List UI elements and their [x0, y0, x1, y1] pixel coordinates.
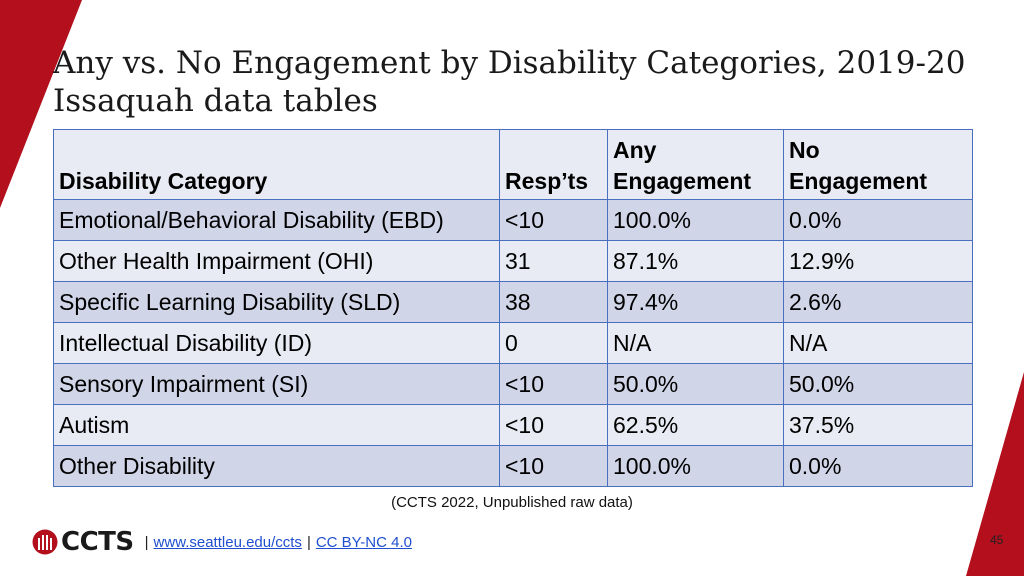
title-line-2: Issaquah data tables	[53, 83, 378, 119]
title-line-1: Any vs. No Engagement by Disability Cate…	[53, 45, 966, 81]
ccts-logo-icon	[32, 529, 58, 555]
table-row: Other Health Impairment (OHI) 31 87.1% 1…	[53, 240, 973, 282]
table-row: Specific Learning Disability (SLD) 38 97…	[53, 281, 973, 323]
header-no-engagement: No Engagement	[783, 129, 973, 200]
table-header-row: Disability Category Resp’ts Any Engageme…	[53, 129, 973, 200]
cell-respondents: <10	[499, 363, 608, 405]
cell-respondents: <10	[499, 445, 608, 487]
header-respondents: Resp’ts	[499, 129, 608, 200]
cell-no-engagement: 0.0%	[783, 445, 973, 487]
footer: CCTS | www.seattleu.edu/ccts | CC BY-NC …	[32, 527, 412, 557]
cell-respondents: 0	[499, 322, 608, 364]
cell-any-engagement: 100.0%	[607, 445, 784, 487]
header-no-line2: Engagement	[789, 168, 928, 194]
cell-any-engagement: 50.0%	[607, 363, 784, 405]
footer-separator: |	[144, 533, 149, 551]
cell-any-engagement: 62.5%	[607, 404, 784, 446]
table-row: Other Disability <10 100.0% 0.0%	[53, 445, 973, 487]
ccts-logo-text: CCTS	[61, 527, 134, 557]
table-row: Emotional/Behavioral Disability (EBD) <1…	[53, 199, 973, 241]
page-number: 45	[990, 533, 1004, 547]
source-citation: (CCTS 2022, Unpublished raw data)	[391, 494, 633, 511]
cell-respondents: <10	[499, 404, 608, 446]
table-row: Autism <10 62.5% 37.5%	[53, 404, 973, 446]
cell-category: Specific Learning Disability (SLD)	[53, 281, 500, 323]
cell-respondents: 38	[499, 281, 608, 323]
cell-no-engagement: 12.9%	[783, 240, 973, 282]
header-any-line1: Any	[613, 137, 657, 163]
header-disability-category: Disability Category	[53, 129, 500, 200]
cell-any-engagement: 100.0%	[607, 199, 784, 241]
page-title: Any vs. No Engagement by Disability Cate…	[53, 44, 993, 120]
cell-no-engagement: N/A	[783, 322, 973, 364]
cell-category: Other Disability	[53, 445, 500, 487]
cell-no-engagement: 37.5%	[783, 404, 973, 446]
table-row: Sensory Impairment (SI) <10 50.0% 50.0%	[53, 363, 973, 405]
cell-any-engagement: 97.4%	[607, 281, 784, 323]
cell-respondents: <10	[499, 199, 608, 241]
footer-separator: |	[306, 533, 311, 551]
header-any-engagement: Any Engagement	[607, 129, 784, 200]
cell-respondents: 31	[499, 240, 608, 282]
engagement-table: Disability Category Resp’ts Any Engageme…	[53, 129, 973, 487]
table-row: Intellectual Disability (ID) 0 N/A N/A	[53, 322, 973, 364]
ccts-logo: CCTS	[32, 527, 134, 557]
cell-no-engagement: 0.0%	[783, 199, 973, 241]
license-link[interactable]: CC BY-NC 4.0	[315, 533, 412, 551]
cell-category: Emotional/Behavioral Disability (EBD)	[53, 199, 500, 241]
header-no-line1: No	[789, 137, 820, 163]
header-any-line2: Engagement	[613, 168, 752, 194]
cell-any-engagement: N/A	[607, 322, 784, 364]
seattleu-ccts-link[interactable]: www.seattleu.edu/ccts	[153, 533, 302, 551]
cell-category: Autism	[53, 404, 500, 446]
cell-any-engagement: 87.1%	[607, 240, 784, 282]
cell-category: Other Health Impairment (OHI)	[53, 240, 500, 282]
cell-no-engagement: 2.6%	[783, 281, 973, 323]
cell-no-engagement: 50.0%	[783, 363, 973, 405]
cell-category: Sensory Impairment (SI)	[53, 363, 500, 405]
cell-category: Intellectual Disability (ID)	[53, 322, 500, 364]
